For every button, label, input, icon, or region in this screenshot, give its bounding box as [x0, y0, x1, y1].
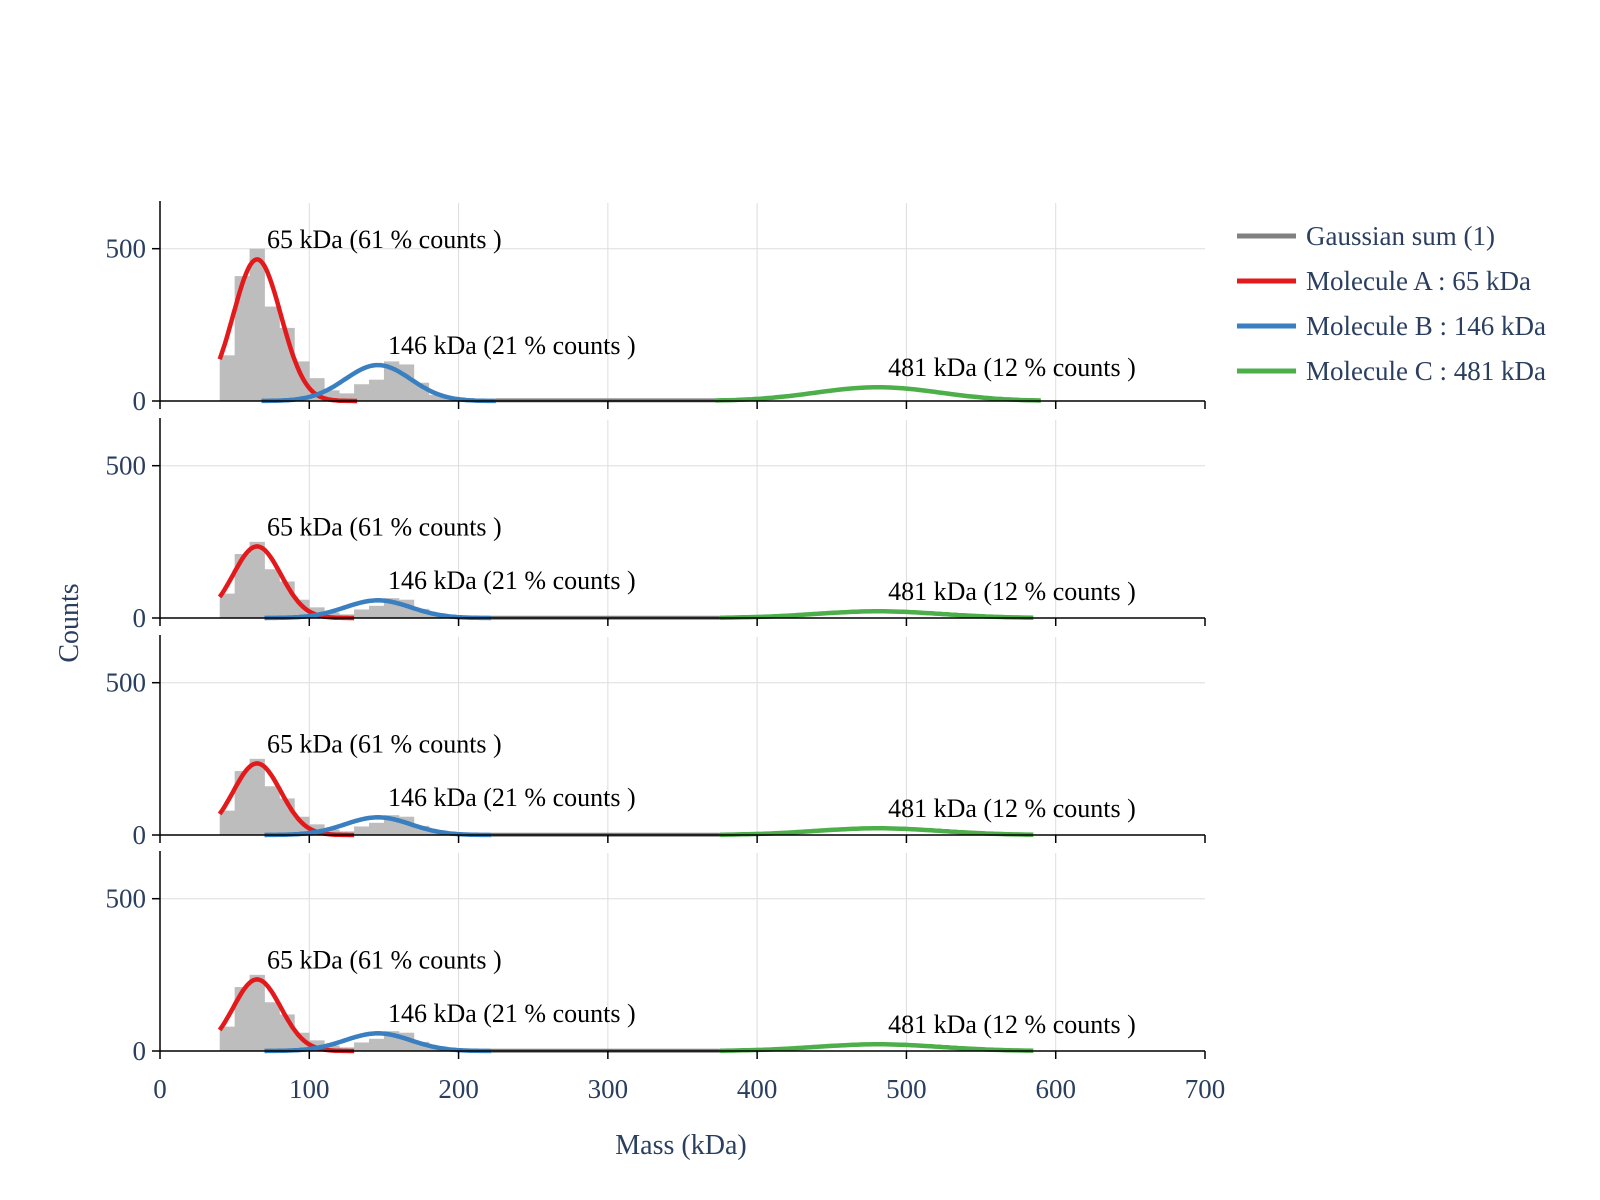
- y-tick-label: 500: [106, 884, 147, 914]
- histogram-bar: [428, 394, 445, 401]
- legend: Gaussian sum (1) Molecule A : 65 kDa Molec…: [1237, 221, 1546, 386]
- histogram-bar: [398, 364, 415, 401]
- peak-label: 65 kDa (61 % counts ): [267, 225, 502, 254]
- panel-1: 65 kDa (61 % counts ) 146 kDa (21 % count…: [217, 225, 1136, 404]
- axes-layer: 0 500 0 500 0 500 0 500 0 100 200 300 400 500 600 700: [106, 201, 1226, 1104]
- x-tick-label: 300: [588, 1074, 629, 1104]
- panel-2: 65 kDa (61 % counts ) 146 kDa (21 % count…: [217, 513, 1136, 621]
- y-tick-label: 0: [133, 386, 147, 416]
- panel-4: 65 kDa (61 % counts ) 146 kDa (21 % count…: [217, 946, 1136, 1054]
- histogram-bar: [264, 569, 280, 618]
- molecule-b-curve: [261, 362, 496, 404]
- molecule-c-curve: [719, 1042, 1034, 1053]
- histogram-bar: [413, 608, 430, 618]
- histogram-bar: [413, 1041, 430, 1051]
- histogram-bar: [234, 276, 250, 401]
- histogram-bar: [234, 554, 250, 618]
- histogram-bar: [249, 248, 265, 401]
- y-tick-label: 0: [133, 820, 147, 850]
- peak-label: 481 kDa (12 % counts ): [888, 794, 1136, 823]
- x-tick-label: 700: [1185, 1074, 1226, 1104]
- histogram-bar: [264, 1002, 280, 1051]
- y-tick-label: 500: [106, 668, 147, 698]
- peak-label: 481 kDa (12 % counts ): [888, 1010, 1136, 1039]
- histogram-bar: [324, 390, 340, 401]
- peak-label: 146 kDa (21 % counts ): [388, 331, 636, 360]
- histogram-bar: [234, 987, 250, 1051]
- histogram-bar: [219, 810, 236, 835]
- x-tick-label: 0: [153, 1074, 167, 1104]
- histogram-bar: [369, 605, 385, 618]
- molecule-b-curve: [264, 815, 492, 838]
- peak-label: 481 kDa (12 % counts ): [888, 353, 1136, 382]
- molecule-b-curve: [264, 1031, 492, 1054]
- histogram-bar: [369, 1038, 385, 1051]
- histogram-bar: [354, 826, 370, 835]
- histogram-bar: [339, 393, 355, 401]
- x-tick-label: 200: [438, 1074, 479, 1104]
- x-tick-label: 500: [886, 1074, 927, 1104]
- molecule-c-curve: [719, 826, 1034, 837]
- histogram-bar: [249, 541, 265, 618]
- y-axis-title: Counts: [54, 583, 85, 662]
- peak-label: 146 kDa (21 % counts ): [388, 999, 636, 1028]
- legend-item-label: Molecule C : 481 kDa: [1306, 356, 1546, 386]
- histogram-bar: [264, 306, 280, 401]
- histogram-bar: [354, 1042, 370, 1051]
- molecule-c-curve: [719, 609, 1034, 620]
- x-tick-label: 600: [1035, 1074, 1076, 1104]
- histogram-bar: [249, 974, 265, 1051]
- grid-layer: [160, 203, 1205, 1051]
- legend-item-label: Gaussian sum (1): [1306, 221, 1495, 251]
- peak-label: 146 kDa (21 % counts ): [388, 566, 636, 595]
- y-tick-label: 0: [133, 1036, 147, 1066]
- histogram-bar: [219, 593, 236, 618]
- y-tick-label: 500: [106, 234, 147, 264]
- histogram-bar: [264, 786, 280, 835]
- peak-label: 146 kDa (21 % counts ): [388, 783, 636, 812]
- histogram-bar: [354, 609, 370, 618]
- x-tick-label: 100: [289, 1074, 330, 1104]
- histogram-bar: [219, 355, 236, 401]
- molecule-b-curve: [264, 598, 492, 621]
- peak-label: 481 kDa (12 % counts ): [888, 577, 1136, 606]
- histogram-bar: [369, 379, 385, 401]
- y-tick-label: 0: [133, 603, 147, 633]
- peak-label: 65 kDa (61 % counts ): [267, 513, 502, 542]
- histogram-bar: [249, 758, 265, 835]
- molecule-c-curve: [715, 385, 1041, 403]
- legend-item-label: Molecule B : 146 kDa: [1306, 311, 1546, 341]
- histogram-bar: [219, 1026, 236, 1051]
- panel-3: 65 kDa (61 % counts ) 146 kDa (21 % count…: [217, 730, 1136, 838]
- panels-layer: 65 kDa (61 % counts ) 146 kDa (21 % count…: [217, 225, 1136, 1054]
- histogram-bar: [234, 771, 250, 835]
- legend-item-label: Molecule A : 65 kDa: [1306, 266, 1531, 296]
- histogram-bar: [413, 825, 430, 835]
- histogram-bar: [354, 384, 370, 401]
- molecule-a-curve: [217, 257, 358, 404]
- x-tick-label: 400: [737, 1074, 778, 1104]
- histogram-bar: [369, 822, 385, 835]
- x-axis-title: Mass (kDa): [615, 1130, 746, 1161]
- peak-label: 65 kDa (61 % counts ): [267, 730, 502, 759]
- y-tick-label: 500: [106, 451, 147, 481]
- peak-label: 65 kDa (61 % counts ): [267, 946, 502, 975]
